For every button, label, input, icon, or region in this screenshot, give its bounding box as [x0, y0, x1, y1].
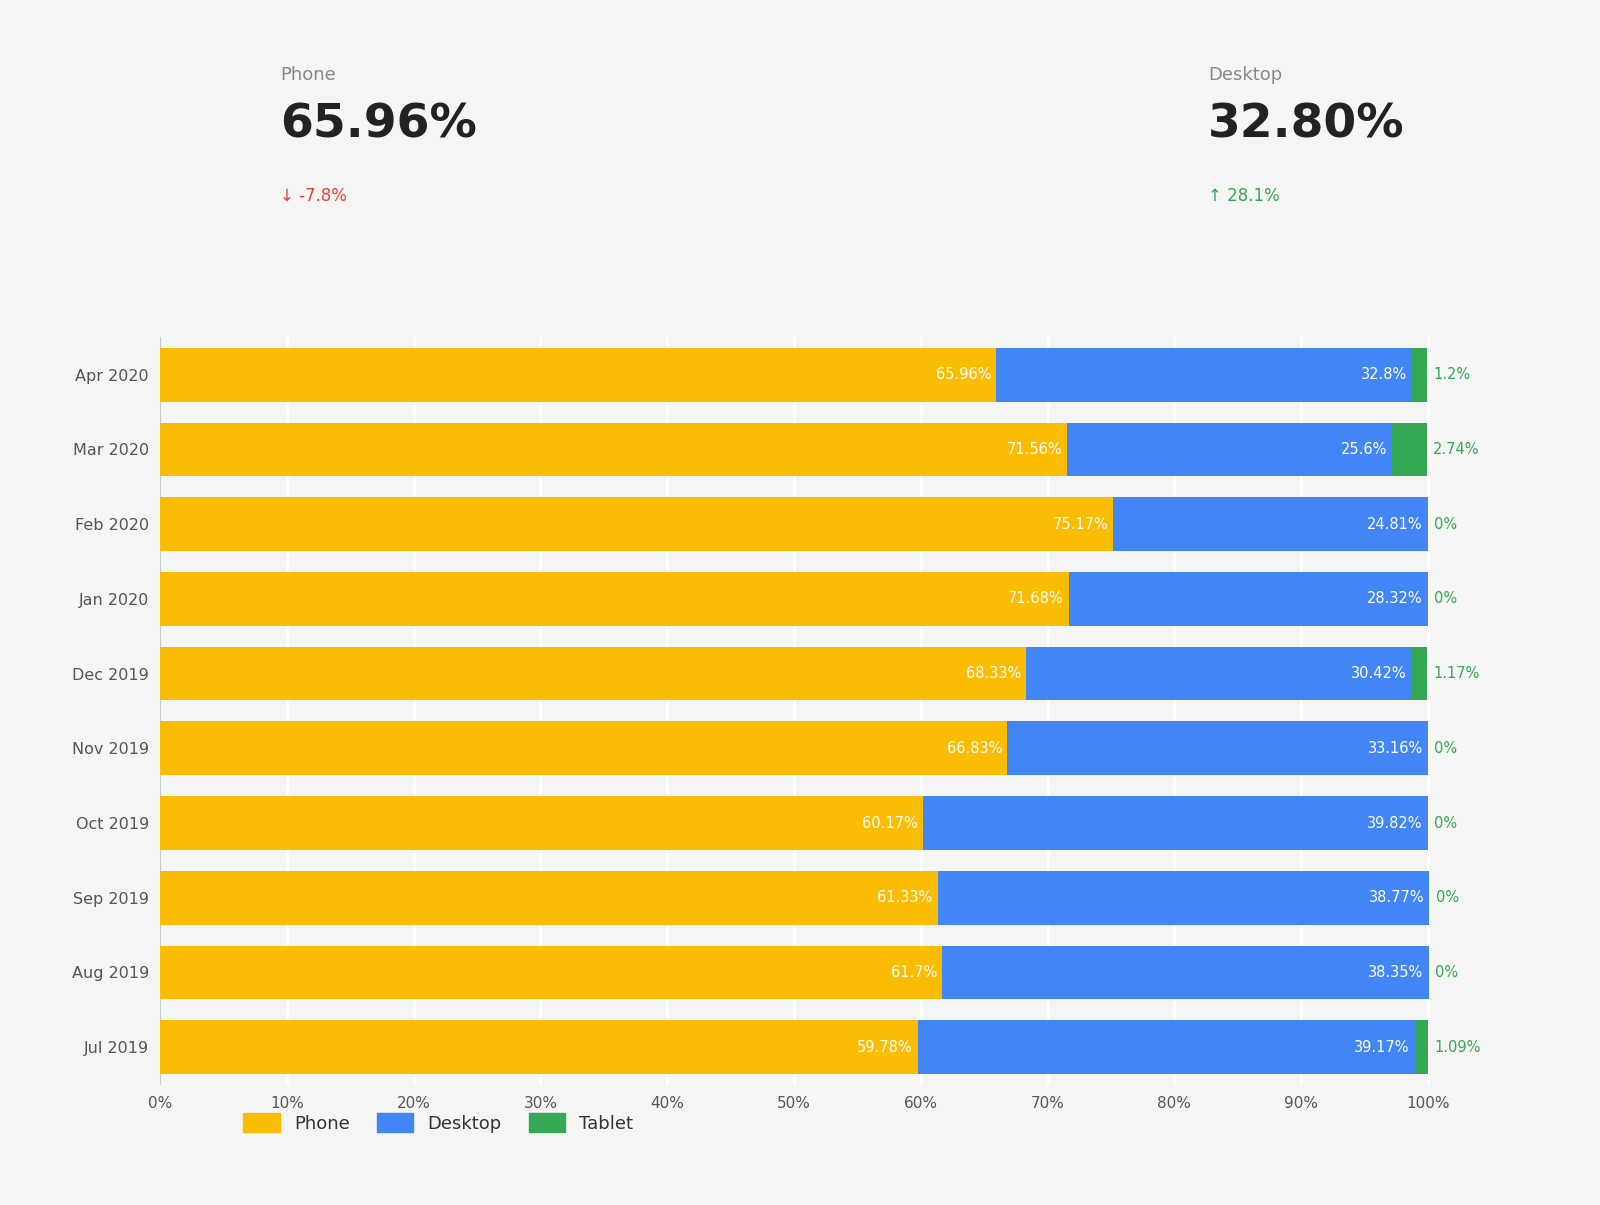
Bar [160, 423, 1067, 476]
Bar [997, 348, 1413, 401]
Bar [160, 946, 942, 999]
Text: 25.6%: 25.6% [1341, 442, 1387, 457]
Text: 39.82%: 39.82% [1368, 816, 1422, 830]
Text: 2.74%: 2.74% [1434, 442, 1480, 457]
Bar [160, 647, 1026, 700]
Bar [1413, 348, 1427, 401]
Text: 0%: 0% [1434, 517, 1458, 531]
Text: 1.09%: 1.09% [1435, 1040, 1482, 1054]
Text: 1.17%: 1.17% [1434, 666, 1480, 681]
Text: 39.17%: 39.17% [1354, 1040, 1410, 1054]
Bar [1392, 423, 1427, 476]
Bar [160, 348, 997, 401]
Text: 38.77%: 38.77% [1368, 890, 1424, 905]
Text: 32.8%: 32.8% [1362, 368, 1406, 382]
Text: Desktop: Desktop [1208, 66, 1282, 84]
Text: 0%: 0% [1434, 741, 1458, 756]
Text: 33.16%: 33.16% [1368, 741, 1422, 756]
Bar [160, 572, 1069, 625]
Bar [1413, 647, 1427, 700]
Bar [160, 871, 938, 924]
Text: 61.7%: 61.7% [891, 965, 938, 980]
Bar [918, 1021, 1414, 1074]
Text: 0%: 0% [1435, 890, 1459, 905]
Bar [923, 797, 1427, 850]
Text: 75.17%: 75.17% [1053, 517, 1109, 531]
Text: 1.2%: 1.2% [1434, 368, 1470, 382]
Text: 71.68%: 71.68% [1008, 592, 1064, 606]
Text: 59.78%: 59.78% [858, 1040, 914, 1054]
Bar [938, 871, 1429, 924]
Bar [160, 1021, 918, 1074]
Bar [160, 722, 1008, 775]
Bar [1067, 423, 1392, 476]
Text: 66.83%: 66.83% [947, 741, 1002, 756]
Bar [1414, 1021, 1429, 1074]
Bar [1026, 647, 1413, 700]
Text: ↓ -7.8%: ↓ -7.8% [280, 187, 347, 205]
Text: 32.80%: 32.80% [1208, 102, 1405, 147]
Text: 0%: 0% [1434, 816, 1458, 830]
Text: 24.81%: 24.81% [1366, 517, 1422, 531]
Bar [942, 946, 1429, 999]
Bar [1069, 572, 1427, 625]
Text: Phone: Phone [280, 66, 336, 84]
Text: 65.96%: 65.96% [280, 102, 477, 147]
Text: 65.96%: 65.96% [936, 368, 992, 382]
Text: 71.56%: 71.56% [1006, 442, 1062, 457]
Text: 0%: 0% [1434, 592, 1458, 606]
Bar [160, 498, 1114, 551]
Text: ↑ 28.1%: ↑ 28.1% [1208, 187, 1280, 205]
Text: 61.33%: 61.33% [877, 890, 933, 905]
Text: 38.35%: 38.35% [1368, 965, 1424, 980]
Text: 30.42%: 30.42% [1352, 666, 1406, 681]
Bar [160, 797, 923, 850]
Text: 60.17%: 60.17% [862, 816, 918, 830]
Text: 28.32%: 28.32% [1368, 592, 1422, 606]
Bar [1114, 498, 1427, 551]
Text: 68.33%: 68.33% [966, 666, 1021, 681]
Text: 0%: 0% [1435, 965, 1458, 980]
Legend: Phone, Desktop, Tablet: Phone, Desktop, Tablet [237, 1105, 640, 1140]
Bar [1008, 722, 1427, 775]
